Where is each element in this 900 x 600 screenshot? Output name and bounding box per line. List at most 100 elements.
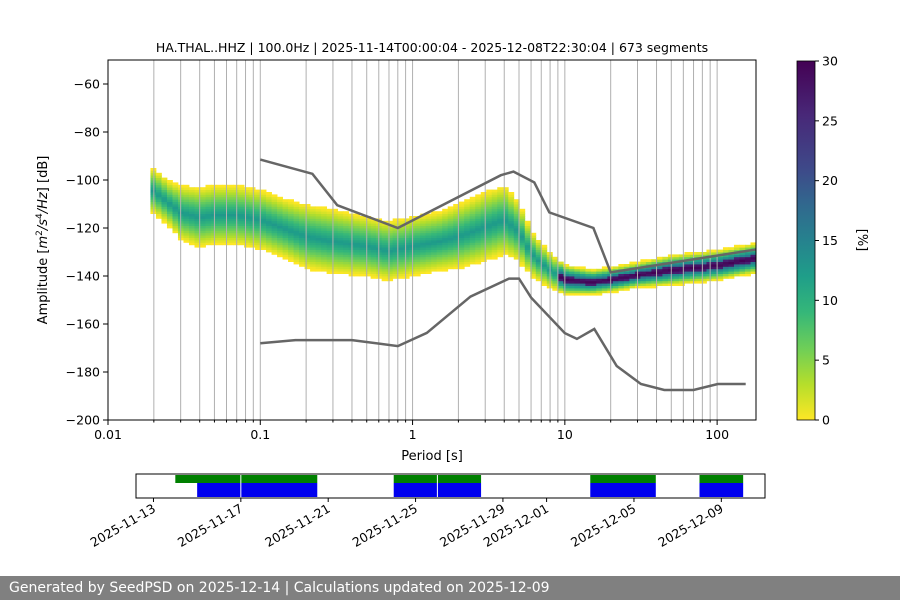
psd-cell <box>442 232 449 236</box>
psd-cell <box>706 252 713 255</box>
psd-cell <box>370 268 377 272</box>
psd-cell <box>403 264 410 267</box>
psd-cell <box>194 242 201 246</box>
psd-cell <box>216 208 223 212</box>
colorbar-tick-label: 20 <box>822 173 838 188</box>
psd-cell <box>255 211 261 214</box>
psd-cell <box>700 271 707 274</box>
psd-cell <box>299 223 305 226</box>
psd-cell <box>293 240 300 243</box>
psd-cell <box>387 261 394 265</box>
psd-cell <box>711 249 718 253</box>
psd-cell <box>568 271 575 274</box>
psd-cell <box>469 256 476 260</box>
psd-cell <box>486 192 493 195</box>
psd-cell <box>508 230 515 234</box>
psd-cell <box>530 264 537 267</box>
psd-cell <box>695 259 702 262</box>
psd-cell <box>370 264 377 267</box>
psd-cell <box>183 196 190 200</box>
psd-cell <box>321 268 328 272</box>
psd-cell <box>447 211 454 214</box>
psd-cell <box>304 206 311 210</box>
psd-cell <box>216 201 223 205</box>
psd-cell <box>304 240 311 243</box>
psd-cell <box>645 271 652 274</box>
psd-cell <box>260 211 267 214</box>
psd-cell <box>579 292 586 296</box>
psd-cell <box>612 278 619 282</box>
psd-cell <box>640 271 647 274</box>
psd-cell <box>337 230 344 234</box>
psd-cell <box>750 259 756 262</box>
psd-cell <box>260 235 267 238</box>
psd-cell <box>205 218 212 222</box>
psd-cell <box>227 230 234 234</box>
psd-cell <box>453 256 460 260</box>
psd-cell <box>227 237 234 241</box>
psd-cell <box>447 264 454 267</box>
psd-cell <box>277 240 283 243</box>
psd-cell <box>266 213 272 217</box>
psd-cell <box>293 206 300 210</box>
psd-cell <box>695 278 702 282</box>
psd-cell <box>293 225 300 229</box>
psd-cell <box>183 235 190 238</box>
psd-cell <box>392 266 399 270</box>
psd-cell <box>403 237 410 241</box>
psd-cell <box>530 273 537 277</box>
psd-cell <box>420 223 427 226</box>
psd-cell <box>166 225 173 229</box>
psd-cell <box>475 240 482 243</box>
psd-cell <box>519 244 526 248</box>
psd-cell <box>519 249 526 253</box>
psd-cell <box>304 256 311 260</box>
psd-cell <box>249 237 256 241</box>
psd-cell <box>244 216 250 219</box>
psd-cell <box>557 278 564 282</box>
psd-cell <box>249 196 256 200</box>
psd-cell <box>354 247 361 250</box>
psd-cell <box>497 252 504 255</box>
psd-cell <box>453 211 460 214</box>
psd-cell <box>733 254 740 258</box>
psd-cell <box>370 240 377 243</box>
psd-cell <box>343 268 350 272</box>
psd-cell <box>299 208 305 212</box>
psd-cell <box>728 247 735 250</box>
psd-cell <box>299 256 305 260</box>
psd-cell <box>227 196 234 200</box>
psd-cell <box>486 237 493 241</box>
psd-cell <box>354 218 361 222</box>
coverage-blue-segment <box>699 483 744 497</box>
psd-cell <box>387 266 394 270</box>
psd-cell <box>365 220 372 224</box>
psd-cell <box>673 283 680 286</box>
psd-cell <box>458 228 465 231</box>
psd-cell <box>464 228 471 231</box>
psd-cell <box>155 192 162 195</box>
psd-cell <box>447 235 454 238</box>
psd-cell <box>326 213 333 217</box>
psd-cell <box>706 256 713 260</box>
psd-cell <box>365 247 372 250</box>
psd-cell <box>414 249 421 253</box>
psd-cell <box>260 237 267 241</box>
psd-cell <box>618 288 625 291</box>
psd-cell <box>199 228 206 231</box>
psd-cell <box>508 211 515 214</box>
psd-cell <box>315 252 322 255</box>
psd-cell <box>464 216 471 219</box>
psd-cell <box>370 259 377 262</box>
psd-cell <box>453 249 460 253</box>
psd-cell <box>425 220 432 224</box>
psd-cell <box>447 240 454 243</box>
psd-cell <box>260 192 267 195</box>
psd-cell <box>557 266 564 270</box>
psd-cell <box>480 242 487 246</box>
psd-cell <box>420 218 427 222</box>
psd-cell <box>519 230 526 234</box>
psd-cell <box>706 271 713 274</box>
psd-cell <box>414 266 421 270</box>
psd-cell <box>420 264 427 267</box>
